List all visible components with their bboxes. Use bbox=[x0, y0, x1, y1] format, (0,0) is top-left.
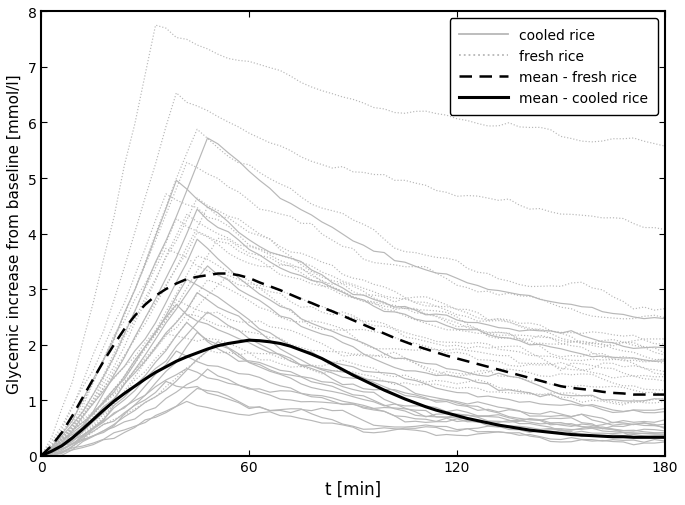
Y-axis label: Glycemic increase from baseline [mmol/l]: Glycemic increase from baseline [mmol/l] bbox=[7, 75, 22, 393]
Legend: cooled rice, fresh rice, mean - fresh rice, mean - cooled rice: cooled rice, fresh rice, mean - fresh ri… bbox=[449, 19, 658, 116]
X-axis label: t [min]: t [min] bbox=[325, 480, 381, 498]
